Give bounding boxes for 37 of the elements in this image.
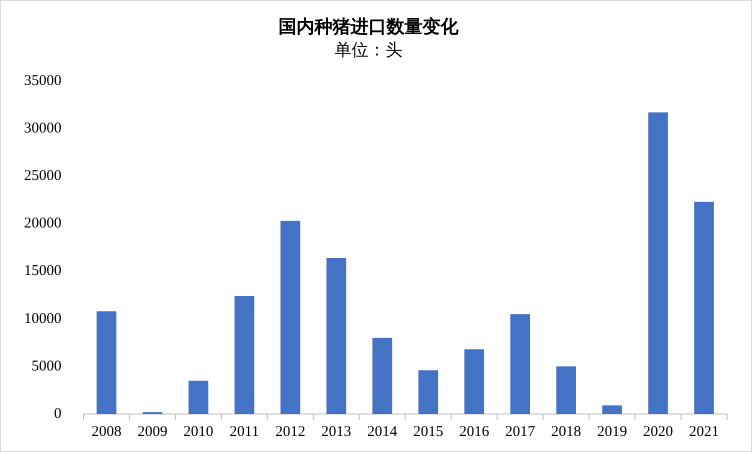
x-tick-label: 2021: [689, 424, 720, 440]
y-tick-label: 20000: [24, 216, 62, 232]
chart-title: 国内种猪进口数量变化: [278, 16, 460, 36]
x-tick-label: 2013: [321, 424, 352, 440]
y-tick-label: 35000: [24, 72, 62, 89]
bar: [188, 380, 208, 414]
bar: [556, 366, 576, 414]
x-tick-label: 2019: [597, 424, 628, 440]
y-tick-label: 15000: [24, 263, 62, 280]
x-tick-label: 2012: [275, 424, 306, 440]
x-tick-label: 2008: [91, 424, 122, 440]
bar: [510, 314, 530, 414]
x-tick-label: 2014: [367, 424, 398, 440]
bar: [234, 296, 254, 414]
bar: [418, 370, 438, 414]
y-tick-label: 0: [54, 406, 62, 422]
bar: [96, 311, 116, 414]
y-tick-label: 30000: [24, 120, 62, 137]
bar: [372, 338, 392, 414]
x-tick-label: 2016: [459, 424, 490, 440]
y-tick-label: 10000: [24, 310, 62, 327]
bar: [464, 349, 484, 414]
bar: [326, 258, 346, 414]
x-tick-label: 2011: [230, 424, 260, 440]
x-tick-label: 2015: [413, 424, 444, 440]
x-tick-label: 2020: [643, 424, 674, 440]
x-tick-label: 2017: [505, 424, 536, 440]
bar: [648, 112, 668, 414]
y-tick-label: 5000: [32, 358, 62, 374]
y-tick-label: 25000: [24, 168, 62, 184]
x-tick-label: 2009: [137, 424, 168, 440]
x-tick-label: 2010: [183, 424, 214, 440]
x-tick-label: 2018: [551, 424, 582, 440]
bar: [694, 202, 714, 414]
chart-subtitle: 单位：头: [334, 40, 402, 60]
bar: [280, 220, 300, 414]
bar: [602, 405, 622, 414]
